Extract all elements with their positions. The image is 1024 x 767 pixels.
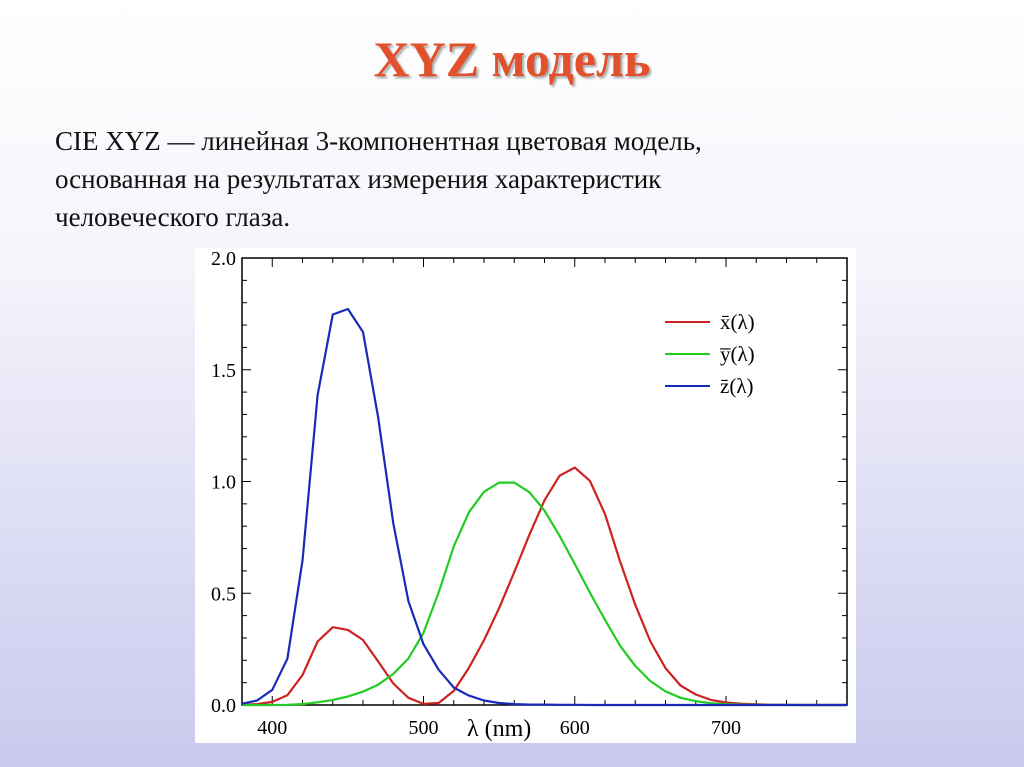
x-axis-label: λ (nm) xyxy=(467,716,531,742)
legend-label-3: z̄(λ) xyxy=(720,374,754,398)
chart-panel: 400 500 600 700 0.0 0.5 1.0 1.5 2.0 λ (nm) x̄(λ) y̅… xyxy=(195,248,856,743)
y-tick-label: 0.5 xyxy=(211,583,236,605)
y-tick-label: 1.0 xyxy=(211,472,236,494)
slide-description: CIE XYZ — линейная 3-компонентная цветов… xyxy=(55,122,975,236)
plot-frame xyxy=(241,257,848,706)
series-line-2 xyxy=(242,481,847,707)
description-line-3: человеческого глаза. xyxy=(55,202,291,232)
x-tick-label: 700 xyxy=(711,717,741,739)
series-line-3 xyxy=(241,307,847,707)
series-line-1 xyxy=(241,466,847,707)
description-line-1: CIE XYZ — линейная 3-компонентная цветов… xyxy=(55,126,702,156)
y-tick-label: 1.5 xyxy=(211,360,236,382)
y-tick-label: 0.0 xyxy=(211,695,236,717)
cie-xyz-chart: 400 500 600 700 0.0 0.5 1.0 1.5 2.0 λ (nm) x̄(λ) y̅… xyxy=(211,248,848,742)
x-tick-label: 600 xyxy=(560,717,590,739)
legend-label-2: y̅(λ) xyxy=(719,342,754,366)
slide-title: XYZ модель xyxy=(373,31,651,87)
x-tick-label: 400 xyxy=(257,717,287,739)
y-tick-label: 2.0 xyxy=(211,248,236,270)
legend-label-1: x̄(λ) xyxy=(720,310,755,334)
description-line-2: основанная на результатах измерения хара… xyxy=(55,164,662,194)
x-tick-label: 500 xyxy=(409,717,439,739)
